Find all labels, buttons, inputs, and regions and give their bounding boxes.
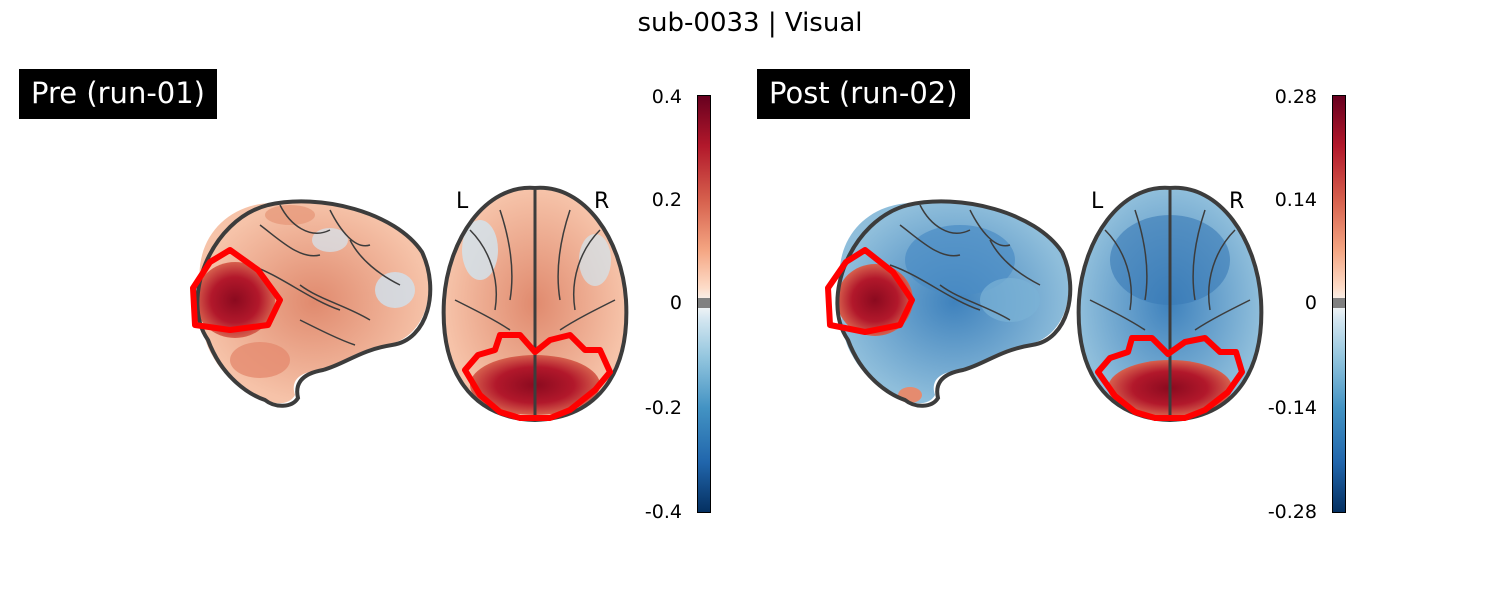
post-left-label: L	[1091, 189, 1104, 214]
post-sagittal-view	[825, 199, 1073, 408]
pre-axial-view	[441, 185, 629, 423]
pre-sagittal-view	[190, 199, 433, 408]
pre-left-label: L	[456, 189, 469, 214]
pre-colorbar-upper: 0.2	[651, 189, 682, 211]
post-colorbar-min: -0.28	[1267, 501, 1317, 523]
post-colorbar-threshold	[1333, 298, 1345, 308]
panel-label-post: Post (run-02)	[757, 69, 970, 119]
pre-colorbar-lower: -0.2	[644, 397, 682, 419]
pre-colorbar-zero: 0	[669, 292, 682, 314]
pre-colorbar-max: 0.4	[651, 86, 682, 108]
post-colorbar-zero: 0	[1304, 292, 1317, 314]
pre-colorbar-min: -0.4	[644, 501, 682, 523]
post-colorbar-upper: 0.14	[1274, 189, 1317, 211]
post-colorbar-lower: -0.14	[1267, 397, 1317, 419]
post-axial-view	[1076, 185, 1264, 423]
post-colorbar	[1332, 95, 1346, 513]
pre-colorbar-threshold	[698, 298, 710, 308]
post-colorbar-max: 0.28	[1274, 86, 1317, 108]
pre-right-label: R	[594, 189, 610, 214]
figure-title: sub-0033 | Visual	[637, 8, 863, 38]
pre-colorbar	[697, 95, 711, 513]
panel-label-pre: Pre (run-01)	[19, 69, 217, 119]
post-right-label: R	[1229, 189, 1245, 214]
